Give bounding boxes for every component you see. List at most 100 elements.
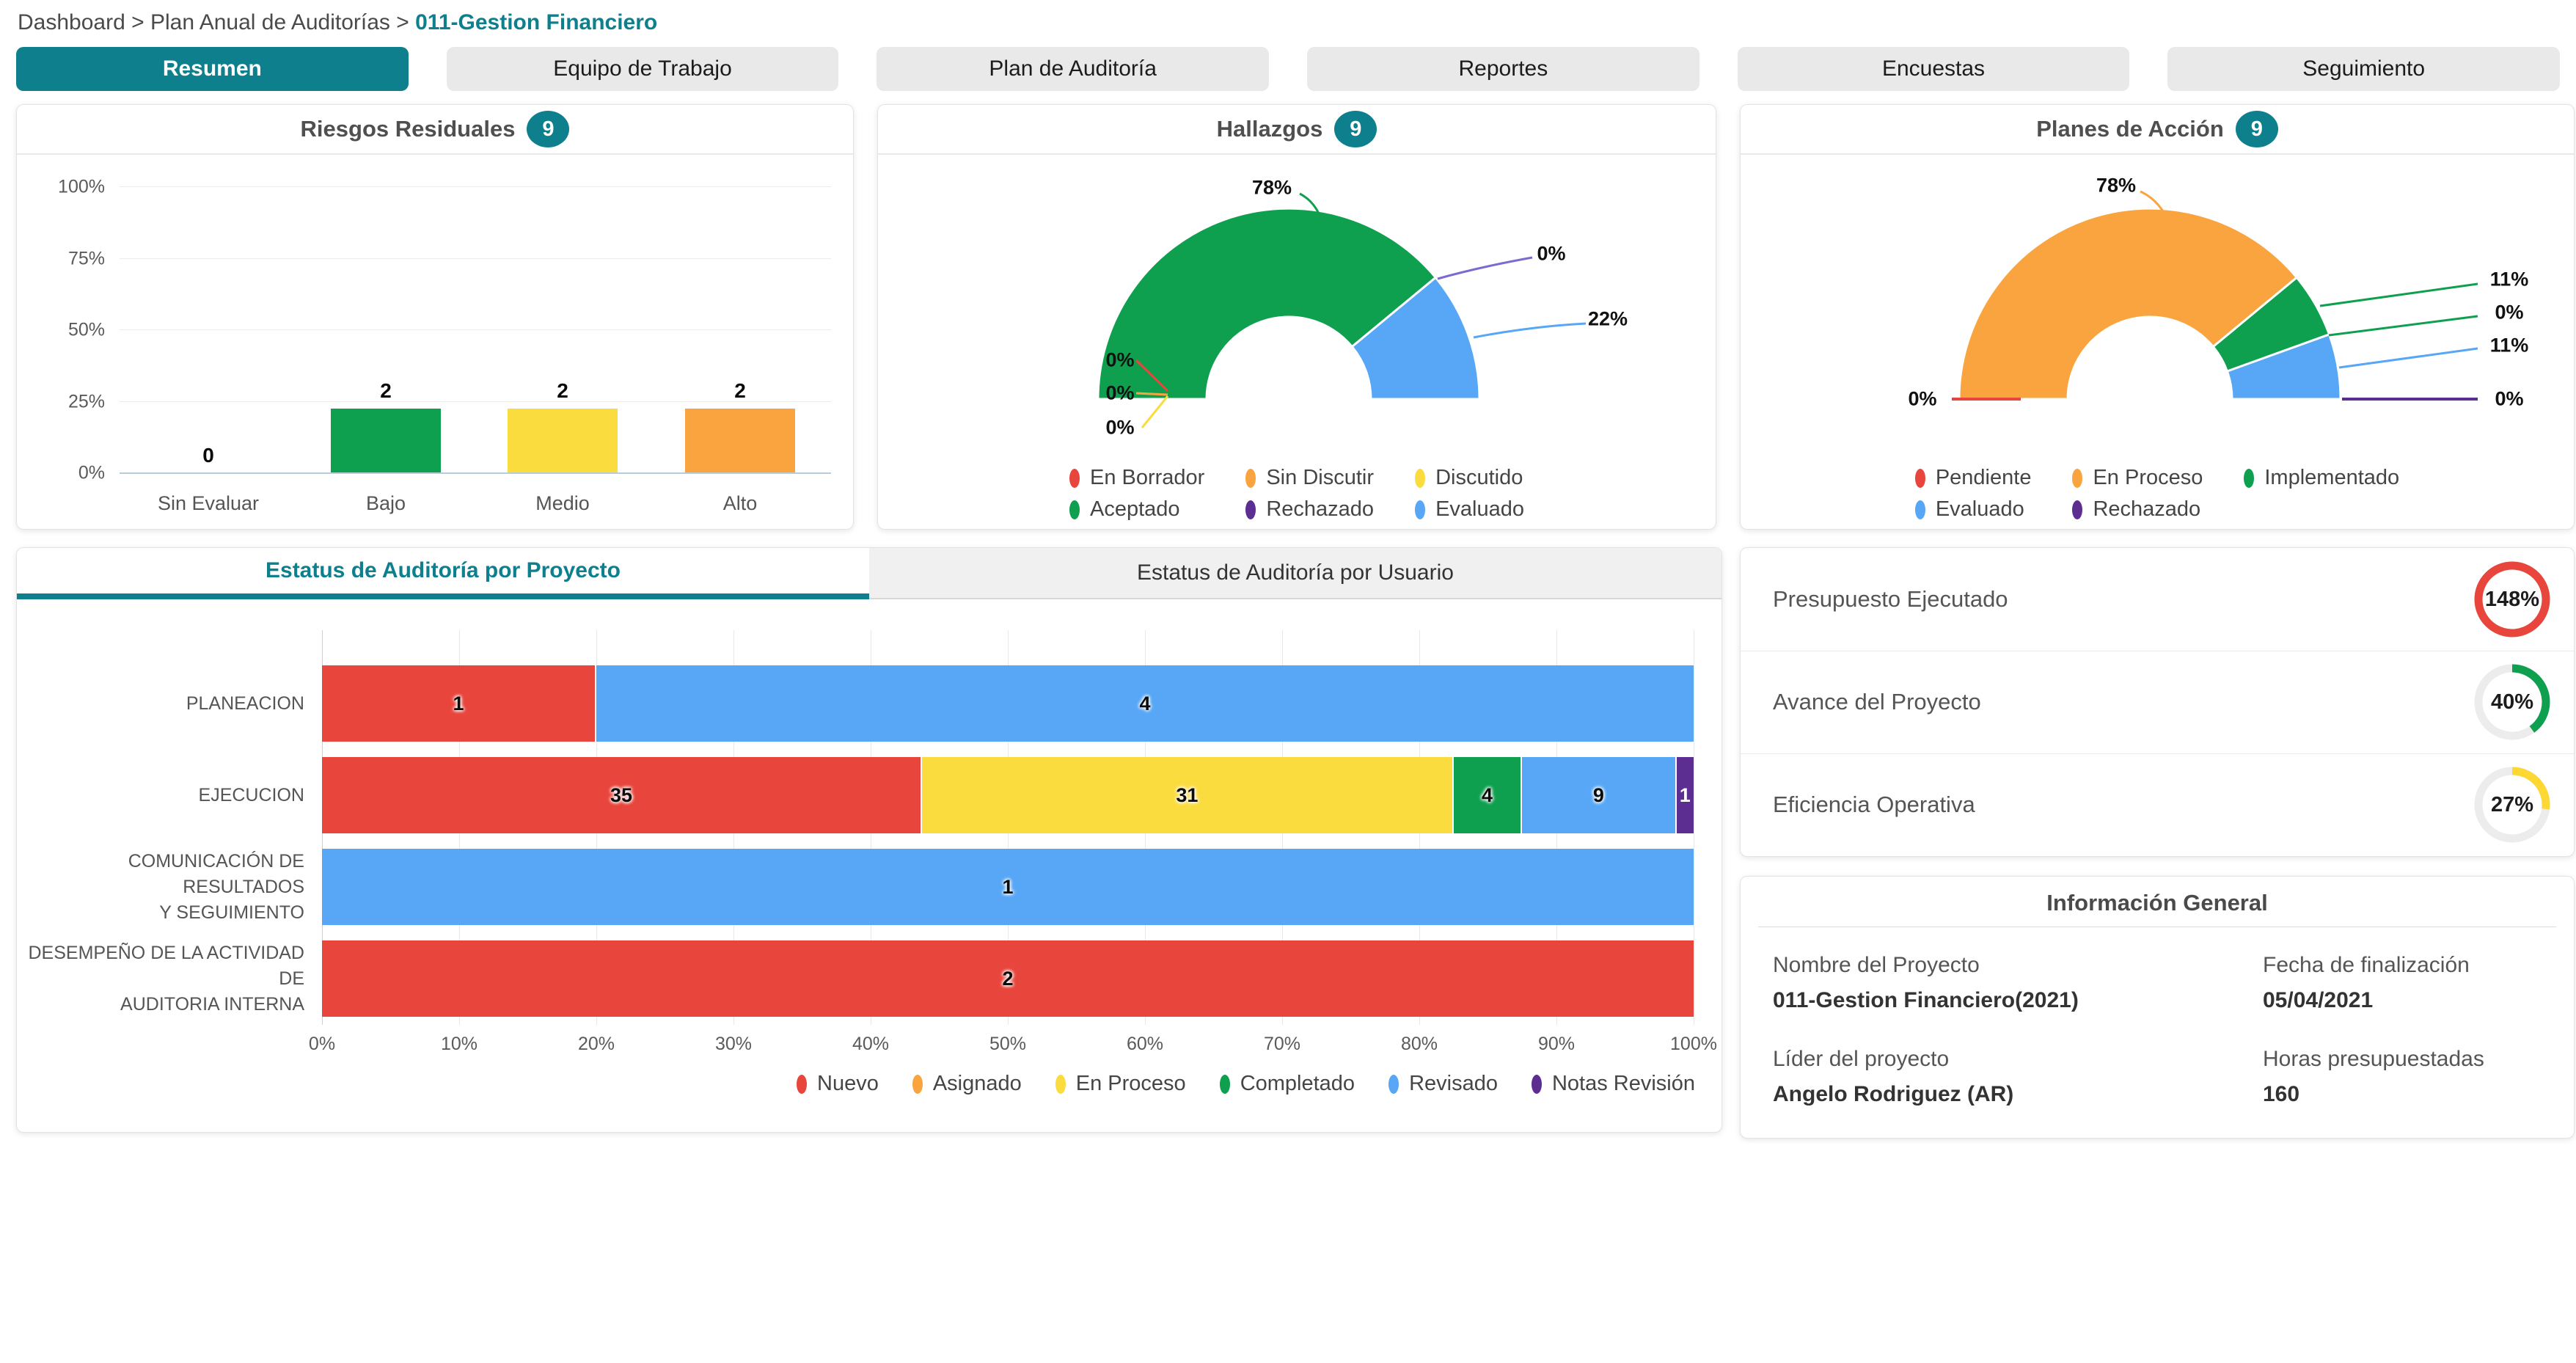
legend-evaluado[interactable]: Evaluado <box>1415 497 1524 522</box>
bar-value: 0 <box>202 444 214 467</box>
segment-nuevo: 1 <box>322 665 596 742</box>
leader-implementado <box>2319 282 2478 307</box>
slice-evaluado <box>2225 332 2342 401</box>
legend-label: Nuevo <box>817 1072 879 1095</box>
legend-label: En Proceso <box>1075 1072 1186 1095</box>
ytick-100: 100% <box>58 176 105 197</box>
gridline <box>120 329 831 330</box>
callout-en-borrador: 0% <box>1105 348 1135 371</box>
progress-ring-icon <box>2474 767 2550 843</box>
xcat-bajo: Bajo <box>365 492 406 514</box>
bar-medio <box>508 409 618 472</box>
progress-ring-icon <box>2474 664 2550 740</box>
tab-seguimiento[interactable]: Seguimiento <box>2167 47 2561 91</box>
callout-evaluado: 11% <box>2489 334 2529 357</box>
legend-pendiente[interactable]: Pendiente <box>1914 466 2031 490</box>
kpi-label: Eficiencia Operativa <box>1773 792 1975 817</box>
legend-completado[interactable]: Completado <box>1219 1072 1355 1096</box>
leader-discutido <box>1141 395 1169 428</box>
legend-implementado[interactable]: Implementado <box>2244 466 2399 490</box>
ytick-75: 75% <box>67 248 105 269</box>
card-hallazgos-header: Hallazgos 9 <box>878 105 1716 155</box>
slice-aceptado <box>1097 207 1438 401</box>
info-field-label: Líder del proyecto <box>1773 1047 1950 1071</box>
info-nombre-proyecto: Nombre del Proyecto 011-Gestion Financie… <box>1773 953 2079 1013</box>
breadcrumb: Dashboard > Plan Anual de Auditorías > 0… <box>18 10 657 35</box>
kpi-ring-avance: 40% <box>2470 659 2555 745</box>
legend-aceptado[interactable]: Aceptado <box>1069 497 1180 522</box>
legend-label: En Proceso <box>2093 466 2203 489</box>
cat-ejecucion: EJECUCION <box>198 784 304 805</box>
legend-asignado[interactable]: Asignado <box>912 1072 1022 1096</box>
tab-estatus-por-proyecto[interactable]: Estatus de Auditoría por Proyecto <box>17 548 869 599</box>
progress-ring-icon <box>2474 561 2550 637</box>
xtick: 0% <box>308 1034 336 1054</box>
tab-equipo-de-trabajo[interactable]: Equipo de Trabajo <box>446 47 839 91</box>
legend-label: Aceptado <box>1089 497 1180 521</box>
legend-evaluado[interactable]: Evaluado <box>1914 497 2024 522</box>
info-lider-proyecto: Líder del proyecto Angelo Rodriguez (AR) <box>1773 1047 2013 1107</box>
tab-estatus-por-usuario[interactable]: Estatus de Auditoría por Usuario <box>869 548 1721 599</box>
legend-nuevo[interactable]: Nuevo <box>797 1072 879 1096</box>
legend-rechazado[interactable]: Rechazado <box>2072 497 2200 522</box>
legend-revisado[interactable]: Revisado <box>1388 1072 1498 1096</box>
legend-label: Implementado <box>2264 466 2400 489</box>
legend-discutido[interactable]: Discutido <box>1415 466 1523 490</box>
tab-encuestas[interactable]: Encuestas <box>1737 47 2130 91</box>
breadcrumb-separator: > <box>396 10 409 34</box>
breadcrumb-separator: > <box>131 10 144 34</box>
legend-dot-icon <box>1069 500 1080 519</box>
breadcrumb-dashboard[interactable]: Dashboard <box>18 10 125 34</box>
legend-label: Asignado <box>932 1072 1022 1095</box>
leader-implementado-0 <box>2328 315 2478 337</box>
bar-value: 2 <box>380 379 392 402</box>
card-riesgos-residuales: Riesgos Residuales 9 100% 75% 50% 25% 0%… <box>16 104 854 530</box>
legend-label: Notas Revisión <box>1551 1072 1695 1095</box>
slice-evaluado <box>1350 276 1481 401</box>
legend-dot-icon <box>1415 468 1426 488</box>
segment-revisado: 4 <box>596 665 1694 742</box>
leader-sin-discutir <box>1135 392 1168 396</box>
kpi-ring-eficiencia: 27% <box>2470 762 2555 847</box>
card-planes-title: Planes de Acción <box>2036 116 2224 142</box>
legend-label: Discutido <box>1435 466 1523 489</box>
legend-label: Revisado <box>1409 1072 1498 1095</box>
tab-resumen[interactable]: Resumen <box>16 47 409 91</box>
card-informacion-general: Información General Nombre del Proyecto … <box>1740 876 2575 1139</box>
legend-dot-icon <box>1245 468 1256 488</box>
segment-nuevo: 2 <box>322 940 1694 1017</box>
xtick: 60% <box>1126 1034 1164 1054</box>
legend-notas-revision[interactable]: Notas Revisión <box>1531 1072 1695 1096</box>
legend-dot-icon <box>2244 468 2255 488</box>
callout-en-proceso: 78% <box>2096 174 2137 197</box>
callout-evaluado: 22% <box>1587 307 1628 330</box>
callout-rechazado: 0% <box>1537 242 1566 265</box>
card-planes-de-accion: Planes de Acción 9 0% 78% 11% 0% 11% 0% <box>1740 104 2575 530</box>
riesgos-count-badge: 9 <box>527 111 570 147</box>
leader-evaluado <box>1473 322 1587 339</box>
hallazgos-count-badge: 9 <box>1334 111 1377 147</box>
legend-en-borrador[interactable]: En Borrador <box>1069 466 1204 490</box>
xcat-alto: Alto <box>722 492 758 514</box>
info-field-label: Fecha de finalización <box>2263 953 2470 977</box>
legend-label: Sin Discutir <box>1266 466 1374 489</box>
legend-sin-discutir[interactable]: Sin Discutir <box>1245 466 1374 490</box>
legend-rechazado[interactable]: Rechazado <box>1245 497 1374 522</box>
kpi-label: Avance del Proyecto <box>1773 689 1981 715</box>
stacked-bar-desempeno: 2 <box>322 940 1694 1017</box>
legend-dot-icon <box>1914 500 1925 519</box>
legend-en-proceso[interactable]: En Proceso <box>2072 466 2203 490</box>
kpi-presupuesto-ejecutado: Presupuesto Ejecutado 148% <box>1741 548 2574 651</box>
tab-reportes[interactable]: Reportes <box>1307 47 1699 91</box>
info-field-value: 05/04/2021 <box>2263 988 2374 1012</box>
info-field-value: 160 <box>2263 1082 2300 1106</box>
kpi-eficiencia-operativa: Eficiencia Operativa 27% <box>1741 753 2574 856</box>
cat-comunicacion: COMUNICACIÓN DE RESULTADOS Y SEGUIMIENTO <box>128 850 304 923</box>
legend-en-proceso[interactable]: En Proceso <box>1055 1072 1186 1096</box>
cat-desempeno: DESEMPEÑO DE LA ACTIVIDAD DE AUDITORIA IN… <box>28 942 305 1015</box>
tab-plan-de-auditoria[interactable]: Plan de Auditoría <box>877 47 1270 91</box>
breadcrumb-plan-anual[interactable]: Plan Anual de Auditorías <box>150 10 390 34</box>
xtick: 100% <box>1670 1034 1717 1054</box>
cat-planeacion: PLANEACION <box>186 693 304 714</box>
